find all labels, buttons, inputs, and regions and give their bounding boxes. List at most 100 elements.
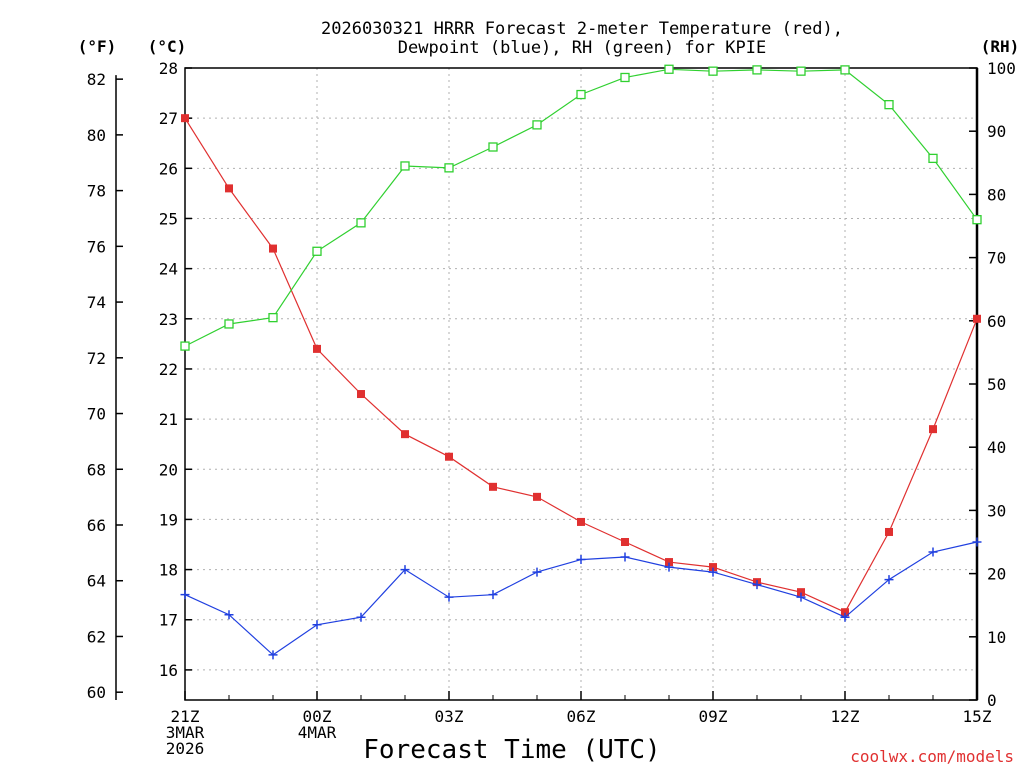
dewpoint-point [884, 575, 894, 585]
fahrenheit-tick-label: 70 [87, 405, 106, 424]
dewpoint-point [664, 562, 674, 572]
dewpoint-point [268, 650, 278, 660]
celsius-tick-label: 28 [159, 59, 178, 78]
rh-tick-label: 70 [987, 249, 1006, 268]
dewpoint-point [796, 592, 806, 602]
rh-point [312, 246, 322, 256]
celsius-tick-label: 16 [159, 661, 178, 680]
fahrenheit-unit-label: (°F) [78, 37, 117, 56]
dewpoint-point [356, 612, 366, 622]
2-meter-temperature-line [184, 117, 978, 613]
2-meter-temperature-point [445, 452, 453, 461]
rh-point [972, 215, 982, 225]
celsius-tick-label: 18 [159, 561, 178, 580]
time-tick-label: 03Z [435, 707, 464, 726]
fahrenheit-tick-label: 62 [87, 627, 106, 646]
celsius-tick-label: 17 [159, 611, 178, 630]
celsius-tick-label: 23 [159, 310, 178, 329]
time-tick-label: 06Z [567, 707, 596, 726]
rh-point [796, 66, 806, 76]
celsius-tick-label: 21 [159, 410, 178, 429]
rh-point [620, 72, 630, 83]
fahrenheit-tick-label: 78 [87, 182, 106, 201]
2-meter-temperature-point [929, 425, 937, 434]
2-meter-temperature-point [357, 390, 365, 399]
rh-tick-label: 0 [987, 691, 997, 710]
rh-point [576, 89, 586, 100]
fahrenheit-tick-label: 80 [87, 126, 106, 145]
celsius-tick-label: 25 [159, 209, 178, 228]
2-meter-temperature-point [225, 184, 233, 193]
2-meter-temperature-point [665, 558, 673, 567]
rh-tick-label: 40 [987, 438, 1006, 457]
time-tick-label: 21Z [171, 707, 200, 726]
celsius-tick-label: 27 [159, 109, 178, 128]
rh-point [356, 218, 366, 228]
dewpoint-point [576, 555, 586, 565]
time-tick-label: 12Z [831, 707, 860, 726]
2-meter-temperature-point [181, 114, 189, 123]
fahrenheit-tick-label: 64 [87, 572, 106, 591]
dewpoint-point [444, 592, 454, 602]
time-tick-label: 3MAR [166, 723, 205, 742]
rh-point [488, 142, 498, 152]
celsius-tick-label: 24 [159, 260, 178, 279]
rh-point [708, 66, 718, 76]
fahrenheit-tick-label: 82 [87, 70, 106, 89]
rh-point [664, 64, 674, 74]
time-tick-label: 00Z [303, 707, 332, 726]
rh-point [268, 312, 278, 323]
2-meter-temperature-point [973, 314, 981, 323]
dewpoint-point [840, 612, 850, 622]
2-meter-temperature-point [885, 527, 893, 536]
fahrenheit-tick-label: 66 [87, 516, 106, 535]
2-meter-temperature-point [577, 517, 585, 526]
dewpoint-point [752, 580, 762, 590]
rh-point [400, 161, 410, 171]
2-meter-temperature-point [533, 492, 541, 501]
dewpoint-point [532, 567, 542, 577]
2-meter-temperature-point [797, 588, 805, 597]
dewpoint-point [224, 610, 234, 620]
fahrenheit-tick-label: 74 [87, 293, 106, 312]
rh-tick-label: 50 [987, 375, 1006, 394]
chart-title-line-2: Dewpoint (blue), RH (green) for KPIE [398, 38, 766, 58]
rh-point [180, 341, 190, 351]
2-meter-temperature-point [313, 344, 321, 353]
celsius-tick-label: 20 [159, 460, 178, 479]
celsius-tick-label: 22 [159, 360, 178, 379]
fahrenheit-tick-label: 76 [87, 237, 106, 256]
rh-unit-label: (RH) [981, 37, 1020, 56]
dewpoint-point [400, 565, 410, 575]
rh-point [224, 319, 234, 329]
rh-tick-label: 60 [987, 312, 1006, 331]
fahrenheit-tick-label: 60 [87, 683, 106, 702]
chart-title-line-1: 2026030321 HRRR Forecast 2-meter Tempera… [321, 19, 843, 39]
dewpoint-point [972, 537, 982, 547]
dewpoint-point [312, 620, 322, 630]
rh-tick-label: 80 [987, 185, 1006, 204]
dewpoint-point [488, 590, 498, 600]
celsius-unit-label: (°C) [148, 37, 187, 56]
time-tick-label: 09Z [699, 707, 728, 726]
celsius-tick-label: 26 [159, 159, 178, 178]
dewpoint-point [180, 590, 190, 600]
rh-tick-label: 100 [987, 59, 1016, 78]
x-axis-label: Forecast Time (UTC) [363, 735, 660, 765]
rh-point [884, 100, 894, 110]
rh-point [752, 65, 762, 75]
rh-point [444, 163, 454, 173]
dewpoint-point [708, 567, 718, 577]
fahrenheit-tick-label: 72 [87, 349, 106, 368]
time-tick-label: 2026 [166, 739, 205, 758]
time-tick-label: 15Z [963, 707, 992, 726]
rh-tick-label: 20 [987, 565, 1006, 584]
rh-tick-label: 30 [987, 501, 1006, 520]
2-meter-temperature-point [709, 563, 717, 572]
series-layer [180, 64, 982, 660]
fahrenheit-tick-label: 68 [87, 460, 106, 479]
time-tick-label: 4MAR [298, 723, 337, 742]
celsius-tick-label: 19 [159, 510, 178, 529]
2-meter-temperature-point [841, 608, 849, 617]
